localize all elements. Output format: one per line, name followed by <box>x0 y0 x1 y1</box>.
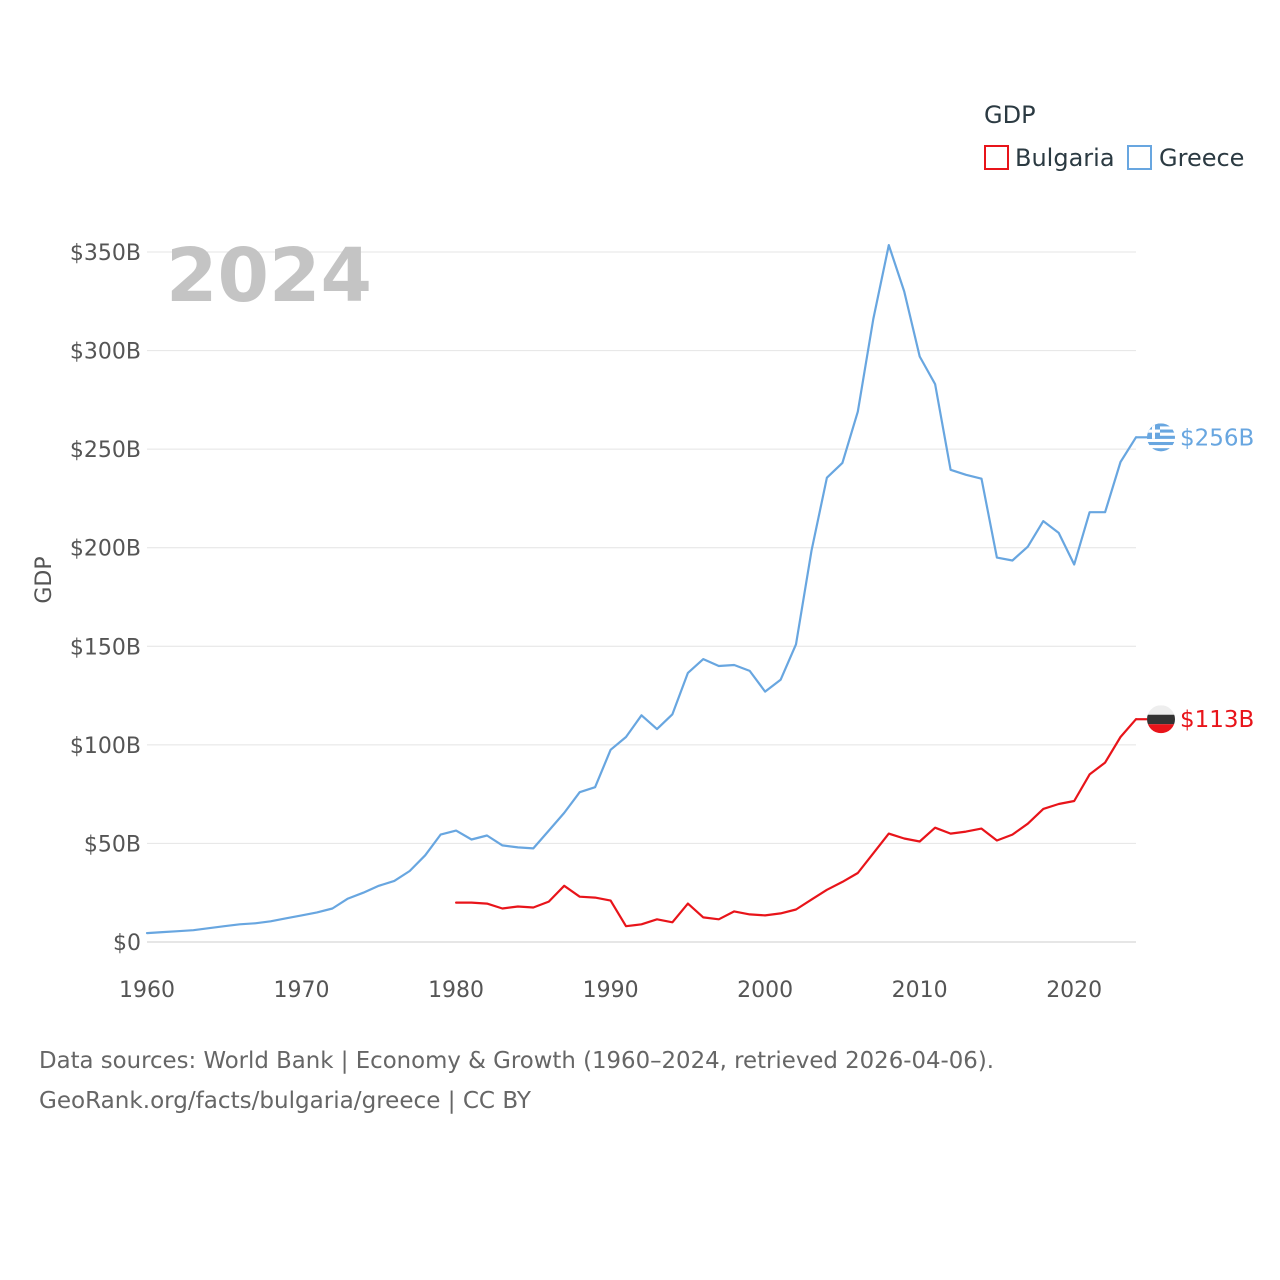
source-line-1: Data sources: World Bank | Economy & Gro… <box>39 1048 994 1074</box>
y-tick-label: $200B <box>70 537 141 562</box>
series-layer <box>145 244 1138 935</box>
year-label: 2024 <box>166 233 372 319</box>
x-tick-label: 2020 <box>1046 978 1102 1003</box>
end-label-bulgaria: $113B <box>1180 707 1254 733</box>
y-tick-label: $350B <box>70 241 141 266</box>
x-tick-label: 2000 <box>737 978 793 1003</box>
y-tick-label: $100B <box>70 734 141 759</box>
x-axis-ticks: 1960 1970 1980 1990 2000 2010 2020 <box>119 978 1102 1003</box>
x-tick-label: 2010 <box>892 978 948 1003</box>
y-tick-label: $300B <box>70 340 141 365</box>
y-tick-label: $150B <box>70 635 141 660</box>
legend-title: GDP <box>984 101 1036 129</box>
x-tick-label: 1990 <box>583 978 639 1003</box>
y-tick-label: $0 <box>113 931 141 956</box>
y-axis-label: GDP <box>32 556 57 603</box>
x-tick-label: 1970 <box>274 978 330 1003</box>
legend-item-bulgaria[interactable]: Bulgaria <box>1015 144 1115 172</box>
legend-swatch-bulgaria[interactable] <box>984 145 1009 170</box>
greece-flag-icon <box>1147 423 1175 452</box>
x-tick-label: 1960 <box>119 978 175 1003</box>
end-markers: $113B $256B <box>1136 423 1254 734</box>
y-tick-label: $250B <box>70 438 141 463</box>
source-line-2[interactable]: GeoRank.org/facts/bulgaria/greece | CC B… <box>39 1088 532 1114</box>
series-line-greece[interactable] <box>145 244 1138 935</box>
legend-swatch-greece[interactable] <box>1127 145 1152 170</box>
legend[interactable]: GDP Bulgaria Greece <box>984 101 1244 172</box>
series-line-bulgaria[interactable] <box>455 718 1138 928</box>
legend-item-greece[interactable]: Greece <box>1159 144 1244 172</box>
x-tick-label: 1980 <box>428 978 484 1003</box>
y-axis-ticks: $0 $50B $100B $150B $200B $250B $300B $350B <box>70 241 141 956</box>
y-tick-label: $50B <box>84 832 141 857</box>
end-label-greece: $256B <box>1180 425 1254 451</box>
bulgaria-flag-icon <box>1147 705 1175 734</box>
gridlines <box>147 251 1136 943</box>
